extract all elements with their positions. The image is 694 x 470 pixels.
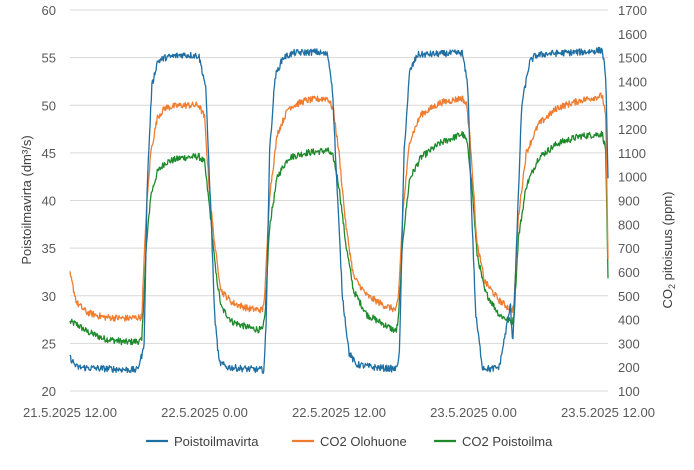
y-axis-left-title: Poistoilmavirta (dm³/s) (19, 135, 34, 264)
y-right-tick-label: 400 (618, 313, 640, 328)
series-line-0 (69, 46, 609, 374)
series-line-2 (69, 130, 609, 346)
y-right-tick-label: 700 (618, 241, 640, 256)
legend-label: Poistoilmavirta (174, 434, 259, 449)
y-left-tick-label: 55 (42, 51, 56, 66)
y-right-tick-label: 1700 (618, 3, 647, 18)
series-line-1 (69, 92, 609, 322)
y-right-tick-label: 1300 (618, 98, 647, 113)
y-right-tick-label: 900 (618, 194, 640, 209)
y-left-tick-label: 25 (42, 336, 56, 351)
y-right-tick-label: 100 (618, 384, 640, 399)
legend-label: CO2 Poistoilma (462, 434, 553, 449)
y-left-tick-label: 35 (42, 241, 56, 256)
y-left-tick-label: 30 (42, 289, 56, 304)
y-left-tick-label: 60 (42, 3, 56, 18)
y-right-tick-label: 1000 (618, 170, 647, 185)
y-right-tick-label: 200 (618, 360, 640, 375)
y-left-tick-label: 50 (42, 98, 56, 113)
x-tick-label: 23.5.2025 0.00 (430, 405, 517, 420)
legend-label: CO2 Olohuone (320, 434, 407, 449)
y-left-tick-label: 45 (42, 146, 56, 161)
x-tick-label: 23.5.2025 12.00 (561, 405, 655, 420)
y-right-tick-label: 800 (618, 217, 640, 232)
x-tick-label: 22.5.2025 12.00 (292, 405, 386, 420)
y-left-tick-label: 40 (42, 194, 56, 209)
y-right-tick-label: 1400 (618, 74, 647, 89)
y-right-tick-label: 1100 (618, 146, 646, 161)
y-right-tick-label: 300 (618, 336, 640, 351)
x-tick-label: 21.5.2025 12.00 (23, 405, 117, 420)
x-tick-label: 22.5.2025 0.00 (161, 405, 248, 420)
y-right-tick-label: 1500 (618, 51, 647, 66)
y-right-tick-label: 600 (618, 265, 640, 280)
y-left-tick-label: 20 (42, 384, 56, 399)
series-lines (69, 46, 609, 374)
y-right-tick-label: 1600 (618, 27, 647, 42)
y-axis-right-title: CO2 pitoisuus (ppm) (660, 192, 677, 309)
legend: Poistoilmavirta CO2 Olohuone CO2 Poistoilm… (146, 434, 553, 449)
y-right-tick-label: 500 (618, 289, 640, 304)
axes: 20 25 30 35 40 45 50 55 60 100 200 300 400 500 600 700 8… (23, 3, 655, 420)
y-right-tick-label: 1200 (618, 122, 647, 137)
